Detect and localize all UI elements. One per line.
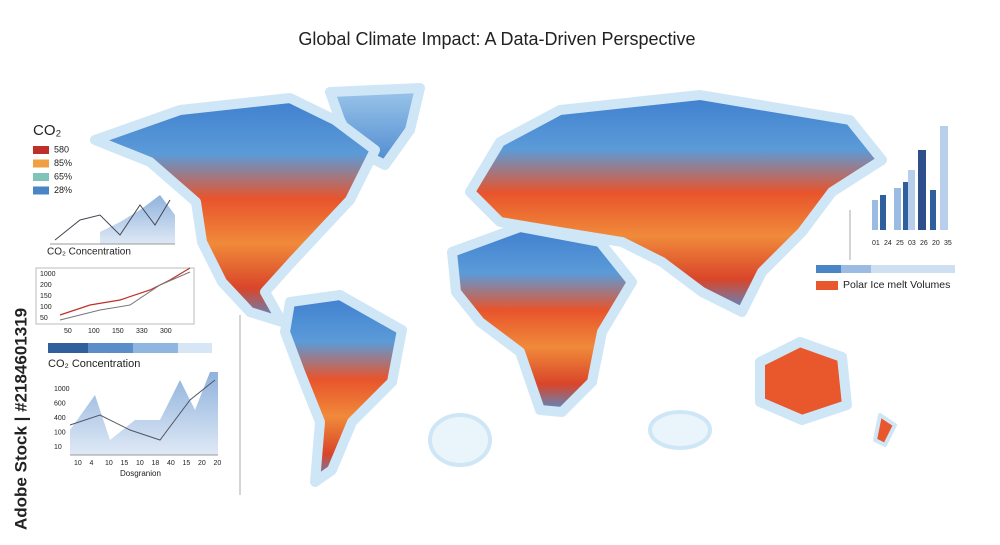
legend-swatch bbox=[33, 159, 49, 168]
legend: 580 85% 65% 28% bbox=[33, 144, 72, 195]
tick-label: 1000 bbox=[40, 271, 56, 278]
africa bbox=[447, 222, 637, 417]
line bbox=[69, 379, 216, 441]
bar-chart bbox=[849, 126, 948, 260]
world-map bbox=[90, 83, 897, 487]
tick-label: 35 bbox=[944, 240, 952, 247]
legend-swatch bbox=[33, 186, 49, 195]
tick-label: 10 bbox=[54, 444, 62, 451]
tick-label: 50 bbox=[40, 315, 48, 322]
frame bbox=[35, 267, 195, 325]
x-ticks: 10 4 10 15 10 18 40 15 20 20 bbox=[74, 460, 221, 467]
tick-label: 10 bbox=[105, 460, 113, 467]
tick-label: 50 bbox=[64, 328, 72, 335]
tick-label: 330 bbox=[136, 328, 148, 335]
tick-label: 20 bbox=[214, 460, 222, 467]
tick-label: 150 bbox=[112, 328, 124, 335]
legend-label: 65% bbox=[54, 171, 72, 181]
y-ticks: 1000 200 150 100 50 bbox=[40, 271, 56, 322]
mini-chart bbox=[69, 315, 241, 495]
mini-chart bbox=[50, 195, 175, 245]
area bbox=[100, 195, 175, 244]
line bbox=[59, 271, 191, 321]
tick-label: 01 bbox=[872, 240, 880, 247]
legend-swatch bbox=[33, 173, 49, 181]
tick-label: 100 bbox=[40, 304, 52, 311]
south-america bbox=[280, 290, 407, 487]
legend-label: 85% bbox=[54, 158, 72, 168]
tick-label: 25 bbox=[896, 240, 904, 247]
tick-label: 40 bbox=[167, 460, 175, 467]
watermark: Adobe Stock | #2184601319 bbox=[11, 308, 30, 530]
chart-label: Polar Ice melt Volumes bbox=[843, 279, 950, 291]
legend-swatch bbox=[33, 146, 49, 154]
legend-title: CO₂ bbox=[33, 122, 62, 139]
tick-label: 18 bbox=[152, 460, 160, 467]
tick-label: 100 bbox=[88, 328, 100, 335]
tick-label: 15 bbox=[121, 460, 129, 467]
color-strip bbox=[48, 343, 212, 353]
chart-label: CO₂ Concentration bbox=[48, 358, 140, 370]
x-ticks: 01 24 25 03 26 20 35 bbox=[872, 240, 952, 247]
tick-label: 300 bbox=[160, 328, 172, 335]
tick-label: 20 bbox=[932, 240, 940, 247]
tick-label: 03 bbox=[908, 240, 916, 247]
color-strip bbox=[816, 265, 955, 290]
x-ticks: 50 100 150 330 300 bbox=[64, 328, 172, 335]
tick-label: 10 bbox=[74, 460, 82, 467]
line bbox=[54, 199, 171, 241]
tick-label: 26 bbox=[920, 240, 928, 247]
tick-label: 100 bbox=[54, 429, 66, 436]
legend-label: 28% bbox=[54, 185, 72, 195]
legend-label: 580 bbox=[54, 144, 69, 154]
title: Global Climate Impact: A Data-Driven Per… bbox=[298, 29, 695, 49]
tick-label: 10 bbox=[136, 460, 144, 467]
island bbox=[428, 413, 492, 467]
tick-label: 1000 bbox=[54, 386, 70, 393]
north-america bbox=[90, 93, 380, 327]
tick-label: 600 bbox=[54, 400, 66, 407]
island bbox=[648, 410, 712, 450]
australia bbox=[755, 337, 852, 425]
tick-label: 200 bbox=[40, 282, 52, 289]
tick-label: 4 bbox=[90, 460, 94, 467]
mini-chart bbox=[35, 267, 195, 325]
tick-label: 15 bbox=[183, 460, 191, 467]
y-ticks: 1000 600 400 100 10 bbox=[54, 386, 70, 451]
chart-label: CO₂ Concentration bbox=[47, 247, 131, 258]
x-label: Dosgranion bbox=[120, 469, 161, 478]
line bbox=[59, 267, 191, 316]
new-zealand bbox=[873, 413, 897, 447]
tick-label: 20 bbox=[198, 460, 206, 467]
area bbox=[70, 372, 218, 455]
tick-label: 150 bbox=[40, 293, 52, 300]
tick-label: 400 bbox=[54, 415, 66, 422]
tick-label: 24 bbox=[884, 240, 892, 247]
